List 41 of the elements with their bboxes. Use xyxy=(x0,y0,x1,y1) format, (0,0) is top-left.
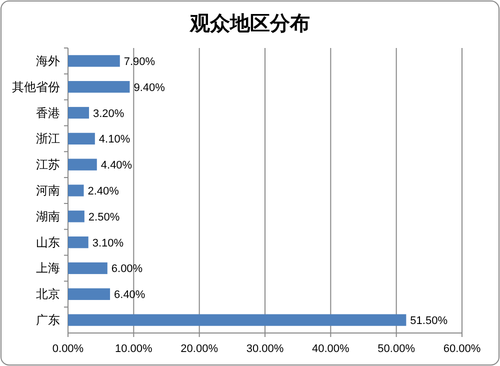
bar xyxy=(68,81,130,93)
bar xyxy=(68,210,84,222)
x-tick-label: 20.00% xyxy=(180,343,218,355)
x-tick-label: 60.00% xyxy=(443,343,481,355)
data-label: 7.90% xyxy=(124,56,156,68)
data-label: 9.40% xyxy=(134,82,166,94)
data-label: 3.20% xyxy=(93,108,124,120)
bar xyxy=(68,132,95,145)
x-tick-label: 10.00% xyxy=(115,343,153,355)
y-tick-label: 山东 xyxy=(36,235,60,250)
y-tick-label: 浙江 xyxy=(36,132,60,146)
data-label: 4.40% xyxy=(100,160,132,172)
y-tick-label: 广东 xyxy=(36,313,60,328)
bar xyxy=(68,184,84,196)
bar xyxy=(68,55,120,67)
bar xyxy=(68,106,90,119)
bar xyxy=(68,158,97,170)
y-tick-label: 海外 xyxy=(36,54,60,68)
data-label: 2.40% xyxy=(88,186,120,198)
data-label: 3.10% xyxy=(92,237,124,250)
data-label: 4.10% xyxy=(98,134,130,146)
data-label: 6.00% xyxy=(111,263,143,276)
y-tick-label: 江苏 xyxy=(36,158,60,172)
x-tick-label: 30.00% xyxy=(246,343,284,355)
y-tick-label: 北京 xyxy=(36,287,60,302)
data-label: 2.50% xyxy=(88,211,120,224)
y-tick-label: 其他省份 xyxy=(12,80,60,94)
y-tick-label: 湖南 xyxy=(36,209,60,224)
bar xyxy=(68,314,406,326)
x-tick-label: 40.00% xyxy=(312,343,350,355)
y-tick-label: 上海 xyxy=(36,261,60,276)
bar xyxy=(68,288,110,300)
bar xyxy=(68,236,88,248)
x-tick-label: 0.00% xyxy=(52,343,84,355)
chart-title: 观众地区分布 xyxy=(189,13,310,35)
y-tick-label: 河南 xyxy=(36,184,60,198)
bar xyxy=(68,262,108,274)
x-tick-label: 50.00% xyxy=(378,343,416,355)
data-label: 6.40% xyxy=(114,289,146,302)
data-label: 51.50% xyxy=(410,315,448,328)
y-tick-label: 香港 xyxy=(36,106,60,120)
